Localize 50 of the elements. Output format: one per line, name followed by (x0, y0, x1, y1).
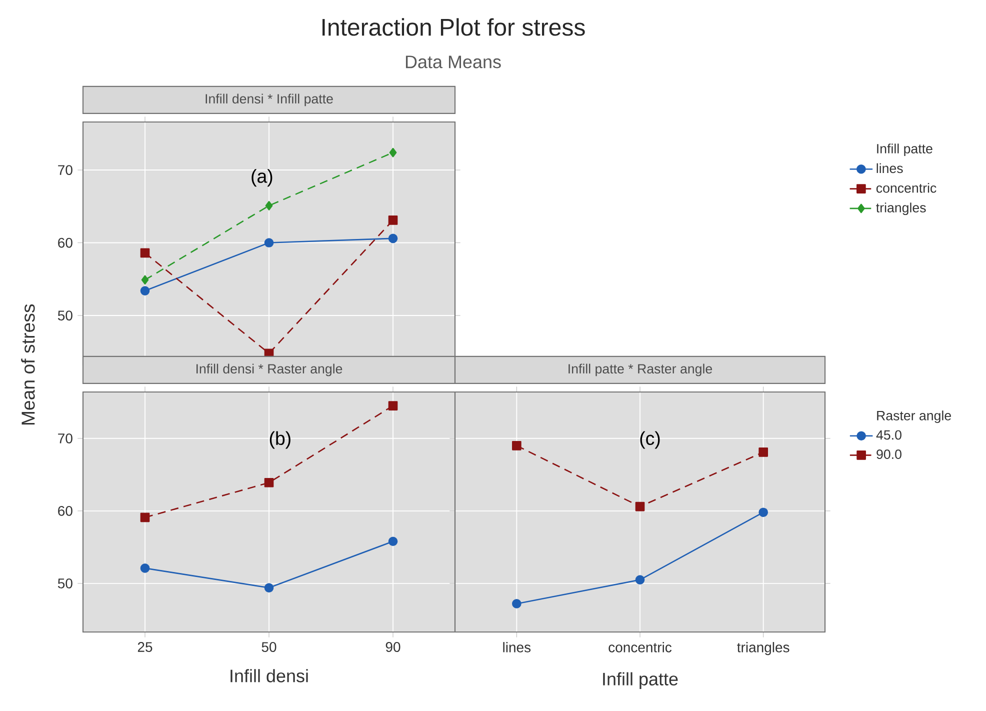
point (388, 234, 398, 244)
x-tick-label: lines (503, 642, 531, 652)
point (140, 512, 150, 522)
chart-title: Infill densi * Infill patte (206, 94, 333, 106)
point (389, 148, 397, 158)
point (758, 448, 768, 457)
x-tick-label: 50 (262, 642, 276, 652)
y-tick-label: 70 (58, 433, 72, 444)
point (264, 478, 274, 488)
y-tick-label: 70 (58, 165, 72, 175)
chart-title: Infill densi * Raster angle (196, 364, 342, 376)
x-tick-label: 90 (386, 642, 400, 652)
x-tick-label: 25 (138, 642, 152, 652)
x-axis-title: Infill densi (230, 669, 308, 682)
x-tick-label: concentric (608, 642, 672, 652)
y-tick-label: 50 (58, 310, 72, 320)
text: Interaction Plot for stress (322, 18, 585, 36)
x-axis-title: Infill patte (603, 672, 678, 690)
legend-label: triangles (876, 202, 926, 216)
point (265, 200, 273, 210)
point (140, 286, 150, 296)
point (388, 536, 398, 546)
point (758, 508, 768, 518)
legend-label: 45.0 (876, 430, 902, 440)
y-tick-label: 50 (58, 578, 72, 588)
annotation: (c) (640, 431, 660, 449)
y-tick-label: 60 (58, 238, 72, 248)
legend-label: 90.0 (876, 450, 902, 459)
annotation: (b) (270, 431, 290, 449)
point (512, 440, 522, 450)
point (635, 575, 645, 584)
point (388, 401, 398, 410)
y-axis-title: Mean of stress (21, 304, 35, 425)
point (388, 216, 398, 225)
point (264, 583, 274, 592)
text: Data Means (406, 56, 501, 68)
point (264, 238, 274, 248)
point (141, 275, 149, 285)
legend-title: Infill patte (877, 144, 932, 156)
y-tick-label: 60 (58, 506, 72, 516)
point (635, 502, 645, 512)
point (512, 599, 522, 608)
point (140, 564, 150, 573)
x-tick-label: triangles (737, 642, 790, 656)
legend-label: concentric (876, 182, 936, 193)
annotation: (a) (252, 169, 272, 187)
point (140, 248, 150, 258)
legend-title: Raster angle (877, 410, 951, 423)
chart-title: Infill patte * Raster angle (568, 364, 712, 376)
legend-label: lines (876, 163, 903, 174)
